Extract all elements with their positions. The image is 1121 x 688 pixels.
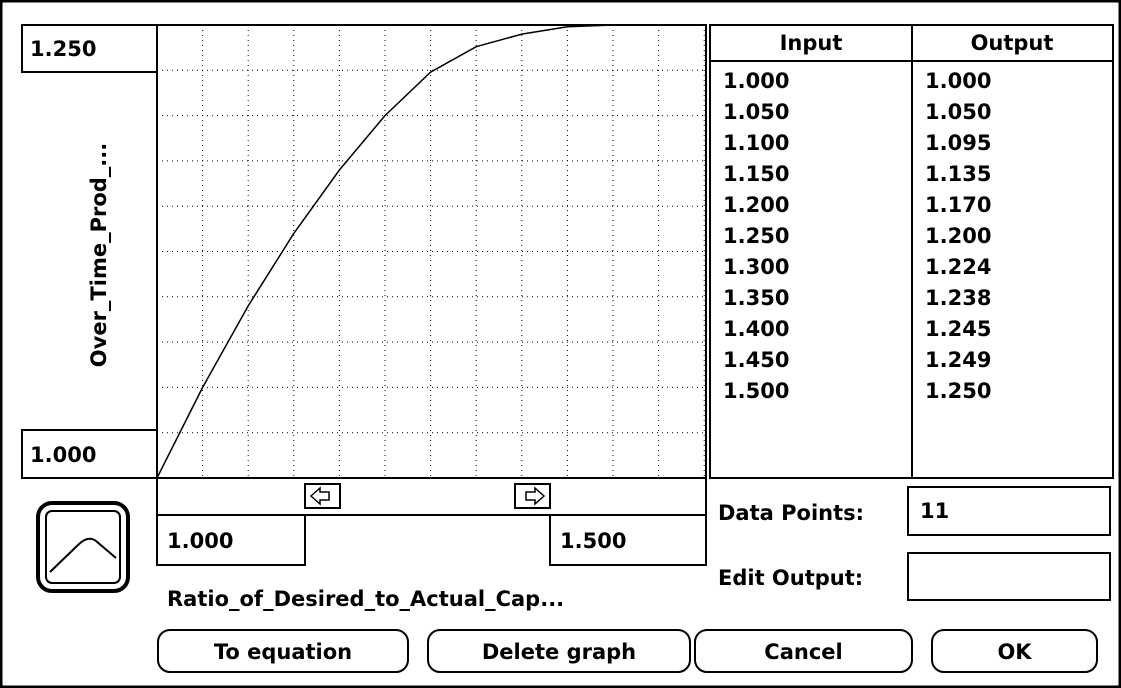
scroll-bar <box>156 477 707 516</box>
table-cell: 1.249 <box>925 348 991 372</box>
y-max-label: 1.250 <box>30 37 96 61</box>
left-arrow-icon <box>309 486 330 506</box>
x-max-label: 1.500 <box>560 529 626 553</box>
data-points-label: Data Points: <box>718 501 864 525</box>
data-points-box[interactable] <box>907 486 1111 536</box>
x-max-box[interactable] <box>549 514 707 566</box>
table-cell: 1.224 <box>925 255 991 279</box>
edit-output-label: Edit Output: <box>718 566 863 590</box>
button[interactable] <box>427 629 691 673</box>
edit-output-box[interactable] <box>907 552 1111 601</box>
table-cell: 1.100 <box>723 131 789 155</box>
table-cell: 1.095 <box>925 131 991 155</box>
table-cell: 1.250 <box>925 379 991 403</box>
x-axis-label: Ratio_of_Desired_to_Actual_Cap... <box>167 587 564 611</box>
button[interactable] <box>157 629 409 673</box>
table-cell: 1.050 <box>723 100 789 124</box>
buttons: To equation Delete graph Cancel OK <box>157 629 1098 673</box>
table-cell: 1.135 <box>925 162 991 186</box>
right-arrow-icon <box>525 486 546 506</box>
table-cell: 1.238 <box>925 286 991 310</box>
table-cell: 1.450 <box>723 348 789 372</box>
graph-icon-curve <box>49 537 117 573</box>
graph-icon-inner <box>45 510 121 584</box>
table-cell: 1.400 <box>723 317 789 341</box>
table-cell: 1.000 <box>925 69 991 93</box>
table-cell: 1.250 <box>723 224 789 248</box>
button[interactable] <box>694 629 913 673</box>
button-label[interactable]: Cancel <box>764 640 842 664</box>
y-min-label: 1.000 <box>30 443 96 467</box>
table-cell: 1.200 <box>723 193 789 217</box>
table-cell: 1.200 <box>925 224 991 248</box>
plot-area <box>156 24 707 479</box>
curve <box>156 24 614 479</box>
y-min-box[interactable] <box>21 429 158 479</box>
table-rows: 1.000 1.000 1.050 1.050 1.100 1.095 1.150 1.135… <box>723 69 991 403</box>
button-label[interactable]: To equation <box>214 640 352 664</box>
table-cell: 1.050 <box>925 100 991 124</box>
table-cell: 1.350 <box>723 286 789 310</box>
button[interactable] <box>931 629 1098 673</box>
table-cell: 1.500 <box>723 379 789 403</box>
x-min-label: 1.000 <box>167 529 233 553</box>
table-header: Output <box>971 31 1054 55</box>
table-cell: 1.000 <box>723 69 789 93</box>
grid <box>157 25 706 478</box>
button-label[interactable]: Delete graph <box>482 640 636 664</box>
data-points-value: 11 <box>920 499 949 523</box>
table-cell: 1.170 <box>925 193 991 217</box>
button-label[interactable]: OK <box>997 640 1032 664</box>
table-cell: 1.245 <box>925 317 991 341</box>
x-min-box[interactable] <box>156 514 306 566</box>
table-header: Input <box>780 31 843 55</box>
table-cell: 1.150 <box>723 162 789 186</box>
y-max-box[interactable] <box>21 24 158 73</box>
y-axis-label: Over_Time_Prod_... <box>87 143 111 367</box>
table-cell: 1.300 <box>723 255 789 279</box>
